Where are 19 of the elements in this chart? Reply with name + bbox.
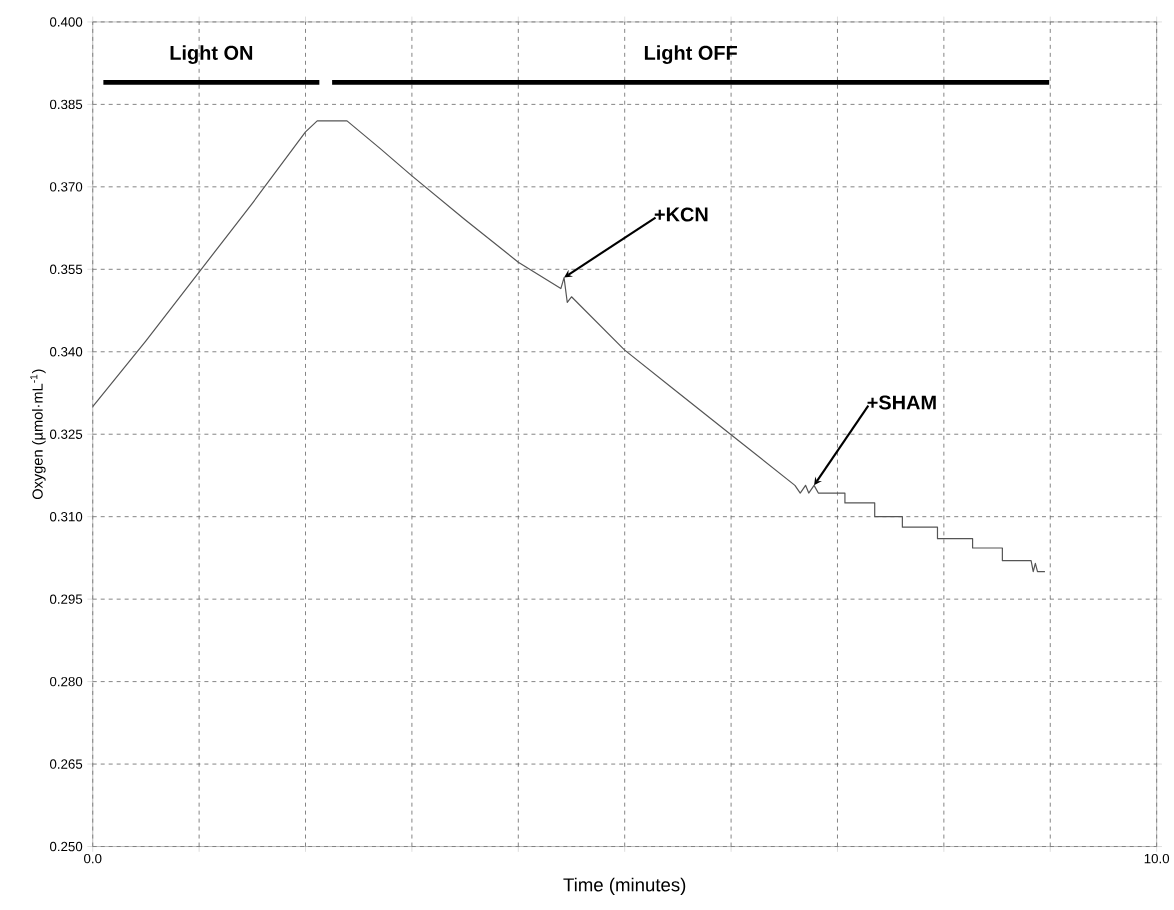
series-label: Light ON	[170, 45, 253, 64]
y-tick-label: 0.370	[49, 181, 83, 192]
y-tick-label: 0.265	[49, 759, 83, 769]
y-axis-title: Oxygen (µmol·mL$^{-1}$)	[30, 369, 46, 499]
y-tick-label: 0.355	[49, 264, 83, 274]
x-tick-label: 10.0	[1144, 853, 1170, 864]
annotation: +SHAM	[867, 395, 936, 410]
y-tick-label: 0.400	[49, 17, 83, 27]
x-tick-label: 0.0	[84, 853, 102, 864]
y-tick-label: 0.325	[49, 429, 83, 439]
y-tick-label: 0.250	[49, 841, 83, 852]
series-label: Light OFF	[644, 45, 737, 64]
annotation: +KCN	[654, 207, 708, 222]
y-tick-label: 0.295	[49, 594, 83, 604]
y-tick-label: 0.280	[49, 676, 83, 687]
y-tick-label: 0.340	[49, 346, 83, 357]
x-axis-title: Time (minutes)	[563, 877, 686, 895]
y-tick-label: 0.310	[49, 511, 83, 522]
y-tick-label: 0.385	[49, 99, 83, 109]
